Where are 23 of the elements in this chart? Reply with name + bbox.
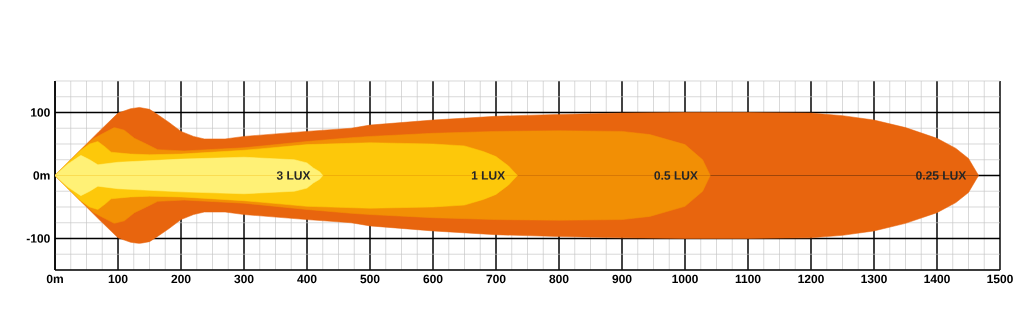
y-tick-label: 0m xyxy=(33,171,50,180)
x-tick-label: 600 xyxy=(423,274,443,284)
series-label: 3 LUX xyxy=(276,171,311,180)
series-label: 1 LUX xyxy=(471,171,506,180)
x-tick-label: 700 xyxy=(486,274,506,284)
x-tick-label: 900 xyxy=(612,274,632,284)
x-tick-label: 1400 xyxy=(924,274,950,284)
x-tick-label: 200 xyxy=(171,274,191,284)
x-tick-label: 300 xyxy=(234,274,254,284)
x-tick-label: 800 xyxy=(549,274,569,284)
series-label: 0.25 LUX xyxy=(916,171,967,180)
x-tick-label: 400 xyxy=(297,274,317,284)
x-tick-label: 1500 xyxy=(987,274,1013,284)
x-tick-label: 0m xyxy=(46,274,63,284)
x-tick-label: 1300 xyxy=(861,274,887,284)
y-tick-label: -100 xyxy=(26,234,50,243)
x-tick-label: 1000 xyxy=(672,274,698,284)
x-tick-label: 100 xyxy=(108,274,128,284)
x-tick-label: 500 xyxy=(360,274,380,284)
x-tick-label: 1100 xyxy=(735,274,761,284)
y-tick-label: 100 xyxy=(31,108,50,117)
x-tick-label: 1200 xyxy=(798,274,824,284)
series-label: 0.5 LUX xyxy=(654,171,698,180)
